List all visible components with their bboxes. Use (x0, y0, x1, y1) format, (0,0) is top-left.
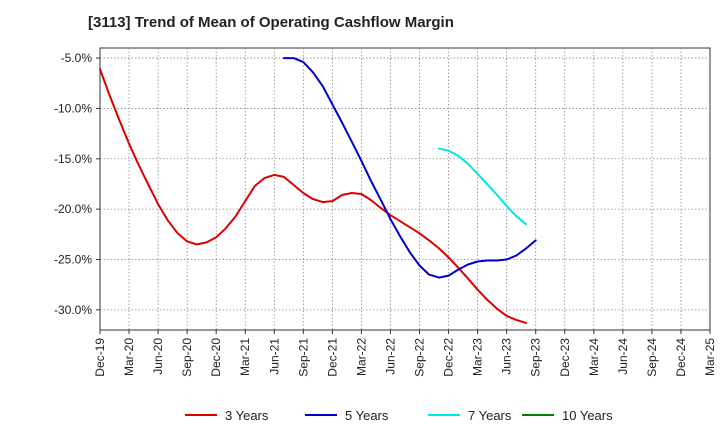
legend-label: 3 Years (225, 408, 269, 423)
x-tick-label: Dec-19 (93, 338, 107, 377)
x-tick-label: Mar-21 (238, 338, 252, 376)
y-axis: -5.0% -10.0% -15.0% -20.0% -25.0% -30.0% (54, 51, 100, 317)
series-line-3-years (99, 68, 528, 324)
x-tick-label: Mar-25 (703, 338, 717, 376)
x-tick-label: Sep-22 (413, 338, 427, 377)
legend-label: 10 Years (562, 408, 613, 423)
x-tick-label: Mar-22 (354, 338, 368, 376)
series-lines (99, 57, 537, 324)
x-tick-label: Jun-21 (267, 338, 281, 375)
y-tick-label: -5.0% (61, 51, 93, 65)
x-tick-label: Jun-20 (151, 338, 165, 375)
y-tick-label: -25.0% (54, 253, 92, 267)
x-tick-label: Sep-21 (296, 338, 310, 377)
x-tick-label: Dec-21 (325, 338, 339, 377)
grid-lines (100, 48, 710, 330)
legend-label: 5 Years (345, 408, 389, 423)
x-tick-label: Dec-23 (558, 338, 572, 377)
x-tick-label: Dec-24 (674, 338, 688, 377)
y-tick-label: -30.0% (54, 303, 92, 317)
plot-area (99, 47, 711, 331)
x-tick-label: Jun-22 (383, 338, 397, 375)
x-tick-label: Jun-24 (616, 338, 630, 375)
x-tick-label: Dec-22 (442, 338, 456, 377)
y-tick-label: -20.0% (54, 202, 92, 216)
y-tick-label: -15.0% (54, 152, 92, 166)
x-tick-label: Dec-20 (209, 338, 223, 377)
x-tick-label: Sep-24 (645, 338, 659, 377)
x-axis: Dec-19 Mar-20 Jun-20 Sep-20 Dec-20 Mar-21 Jun-… (93, 330, 717, 377)
x-tick-label: Mar-24 (587, 338, 601, 376)
series-line-7-years (438, 147, 528, 226)
legend: 3 Years 5 Years 7 Years 10 Years (185, 408, 613, 423)
x-tick-label: Mar-23 (471, 338, 485, 376)
chart-title: [3113] Trend of Mean of Operating Cashfl… (88, 14, 454, 31)
x-tick-label: Mar-20 (122, 338, 136, 376)
x-tick-label: Sep-20 (180, 338, 194, 377)
x-tick-label: Sep-23 (529, 338, 543, 377)
series-line-5-years (282, 57, 537, 279)
y-tick-label: -10.0% (54, 101, 92, 115)
x-tick-label: Jun-23 (500, 338, 514, 375)
legend-label: 7 Years (468, 408, 512, 423)
